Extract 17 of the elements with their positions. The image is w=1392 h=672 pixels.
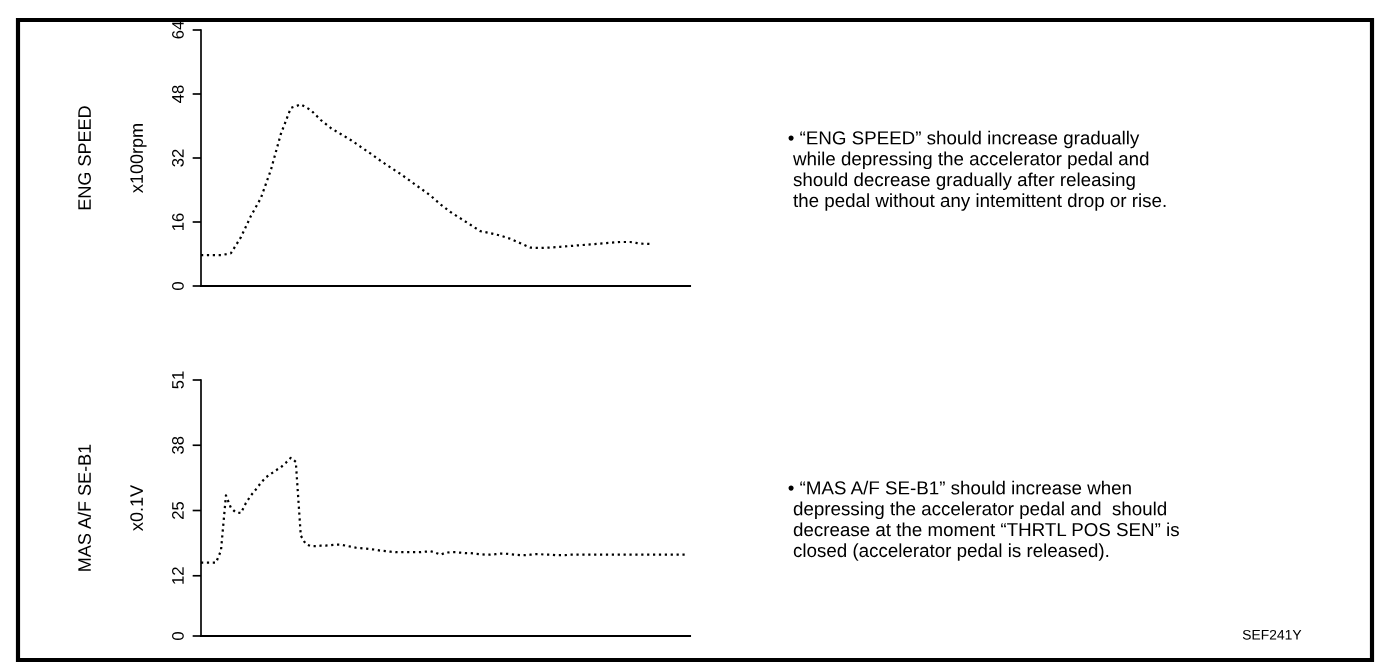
y-tick-label: 64 bbox=[172, 21, 184, 39]
y-tick-label: 25 bbox=[172, 501, 184, 519]
y-tick-label: 16 bbox=[172, 213, 184, 230]
y-tick-label: 32 bbox=[172, 149, 184, 167]
y-tick-label: 48 bbox=[172, 85, 184, 103]
y-tick-label: 0 bbox=[172, 282, 184, 290]
text: ENG SPEED bbox=[78, 106, 91, 210]
y-axis-title: x0.1V bbox=[130, 484, 144, 531]
text: MAS A/F SE-B1 bbox=[77, 444, 91, 571]
y-tick-label: 51 bbox=[172, 371, 184, 389]
text: • “MAS A/F SE-B1” should increase when depressing the accelerator pedal and should decrease at the moment “THRTL POS SEN” is closed (accelerator pedal is released). bbox=[788, 480, 1179, 561]
y-tick-label: 38 bbox=[172, 436, 184, 454]
y-axis-title: x100rpm bbox=[130, 124, 147, 193]
text: • “ENG SPEED” should increase gradually while depressing the accelerator pedal and should decrease gradually after releasing the pedal without any intemittent drop or rise. bbox=[788, 130, 1166, 211]
y-tick-label: 12 bbox=[172, 567, 184, 584]
y-tick-label: 0 bbox=[172, 632, 184, 640]
text: SEF241Y bbox=[1242, 629, 1302, 640]
